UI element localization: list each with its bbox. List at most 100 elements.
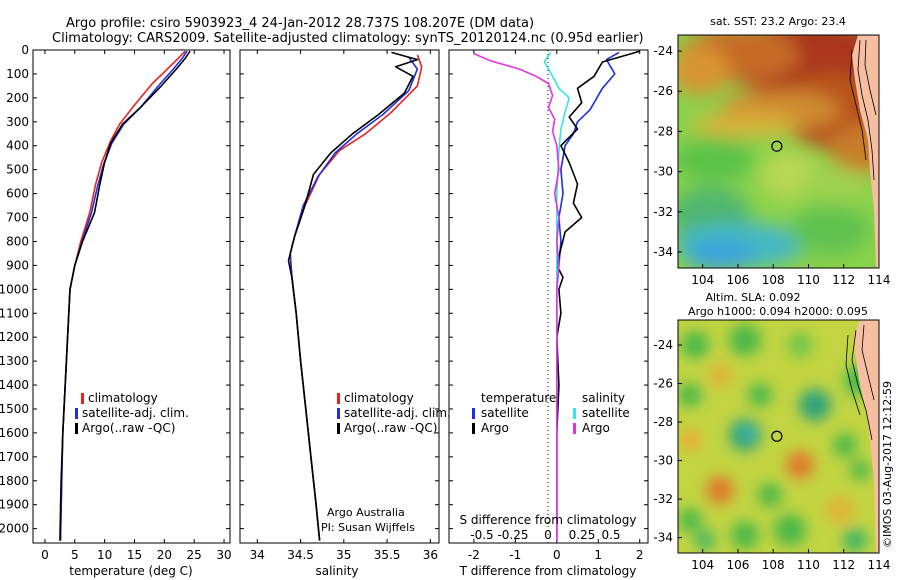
series-line	[287, 51, 419, 541]
y-tick-label: 200	[6, 91, 29, 105]
lon-tick-label: 112	[832, 558, 855, 572]
series-line	[473, 52, 560, 541]
x-tick-label: 0	[41, 548, 49, 562]
y-tick-label: 400	[6, 139, 29, 153]
y-tick-label: 1700	[0, 450, 29, 464]
lon-tick-label: 106	[726, 273, 749, 287]
x-tick-label: 20	[157, 548, 172, 562]
sst-map-frame	[677, 34, 880, 269]
legend-t-satellite: satellite	[481, 406, 529, 420]
legend-s-argo: Argo	[582, 421, 610, 435]
x-tick-label: 5	[71, 548, 79, 562]
sst-map-title: sat. SST: 23.2 Argo: 23.4	[710, 15, 846, 28]
salinity-plot-frame	[239, 49, 440, 544]
header-line2: Climatology: CARS2009. Satellite-adjuste…	[52, 31, 644, 46]
temperature-legend: climatology satellite-adj. clim. Argo(..…	[75, 391, 189, 435]
series-line	[555, 51, 620, 541]
y-tick-label: 1800	[0, 474, 29, 488]
y-tick-label: 1200	[0, 330, 29, 344]
depth-axis: 0 100 200 300 400 500 600 700 800 900 1000 1100 1200…	[0, 43, 230, 536]
sst-map: sat. SST: 23.2 Argo: 23.4	[653, 15, 891, 287]
s-tick: 0.25	[569, 528, 596, 542]
lon-tick-label: 112	[832, 273, 855, 287]
y-tick-label: 1000	[0, 282, 29, 296]
y-tick-label: 1900	[0, 498, 29, 512]
temperature-plot-frame	[32, 49, 231, 544]
y-tick-label: 1300	[0, 354, 29, 368]
lon-tick-label: 104	[691, 558, 714, 572]
lon-tick-label: 108	[762, 273, 785, 287]
legend-climatology: climatology	[88, 391, 158, 405]
y-tick-label: 600	[6, 187, 29, 201]
salinity-panel: 34 34.5 35 35.5 36 salinity climatology sate…	[239, 49, 451, 578]
salinity-lines	[287, 51, 423, 541]
sla-map: Altim. SLA: 0.092 Argo h1000: 0.094 h200…	[653, 291, 890, 572]
credit-text: ©IMOS 03-Aug-2017 12:12:59	[881, 381, 894, 548]
lat-tick-label: -26	[653, 84, 673, 98]
series-line	[289, 56, 419, 541]
y-tick-label: 1600	[0, 426, 29, 440]
sla-map-subtitle: Argo h1000: 0.094 h2000: 0.095	[688, 305, 868, 318]
sst-field	[678, 35, 879, 268]
s-tick: 0.5	[601, 528, 620, 542]
argo-position-marker	[771, 140, 783, 152]
lon-tick-label: 110	[797, 273, 820, 287]
lat-tick-label: -34	[653, 531, 673, 545]
x-tick-label: 1	[594, 548, 602, 562]
t-difference-xlabel: T difference from climatology	[459, 564, 637, 578]
s-difference-label: S difference from climatology	[460, 513, 637, 527]
x-tick-label: 25	[187, 548, 202, 562]
s-tick: -0.5	[470, 528, 493, 542]
sla-map-frame	[677, 319, 880, 554]
x-tick-label: 2	[636, 548, 644, 562]
t-difference-axis: -2 -1 0 1 2	[468, 50, 644, 562]
lon-tick-label: 110	[797, 558, 820, 572]
x-tick-label: 35	[336, 548, 351, 562]
salinity-legend: climatology satellite-adj. clim. Argo(..…	[337, 391, 451, 435]
annotation-argo-australia: Argo Australia	[327, 506, 405, 519]
s-tick: 0	[544, 528, 552, 542]
s-difference-tick-labels: -0.5 -0.25 0 0.25 0.5	[470, 528, 620, 542]
y-tick-label: 0	[21, 43, 29, 57]
legend-group-temperature: temperature	[481, 391, 556, 405]
salinity-xlabel: salinity	[315, 564, 358, 578]
x-tick-label: 34.5	[287, 548, 314, 562]
lon-tick-label: 106	[726, 558, 749, 572]
y-tick-label: 1100	[0, 306, 29, 320]
lon-tick-label: 104	[691, 273, 714, 287]
temperature-lines	[59, 50, 191, 541]
x-tick-label: 10	[97, 548, 112, 562]
difference-legend: temperature satellite Argo salinity sate…	[472, 391, 630, 435]
lat-tick-label: -34	[653, 245, 673, 259]
legend-climatology: climatology	[344, 391, 414, 405]
lat-tick-label: -32	[653, 492, 673, 506]
lon-tick-label: 108	[762, 558, 785, 572]
temperature-axis: 0 5 10 15 20 25 30	[41, 50, 232, 562]
x-tick-label: 15	[127, 548, 142, 562]
lat-tick-label: -32	[653, 205, 673, 219]
legend-group-salinity: salinity	[582, 391, 625, 405]
y-tick-label: 900	[6, 258, 29, 272]
series-line	[555, 50, 640, 541]
y-tick-label: 800	[6, 234, 29, 248]
legend-argo: Argo(..raw -QC)	[344, 421, 437, 435]
y-tick-label: 500	[6, 163, 29, 177]
series-line	[289, 54, 423, 541]
x-tick-label: 30	[216, 548, 231, 562]
y-tick-label: 1400	[0, 378, 29, 392]
legend-satellite: satellite-adj. clim.	[344, 406, 451, 420]
salinity-axis: 34 34.5 35 35.5 36	[250, 50, 438, 562]
lon-tick-label: 114	[868, 273, 891, 287]
y-tick-label: 700	[6, 211, 29, 225]
x-tick-label: 35.5	[374, 548, 401, 562]
series-line	[59, 50, 188, 541]
lat-tick-label: -28	[653, 124, 673, 138]
legend-argo: Argo(..raw -QC)	[82, 421, 175, 435]
legend-s-satellite: satellite	[582, 406, 630, 420]
series-line	[59, 50, 191, 541]
y-tick-label: 300	[6, 115, 29, 129]
temperature-xlabel: temperature (deg C)	[69, 564, 192, 578]
lat-tick-label: -30	[653, 454, 673, 468]
y-tick-label: 2000	[0, 522, 29, 536]
